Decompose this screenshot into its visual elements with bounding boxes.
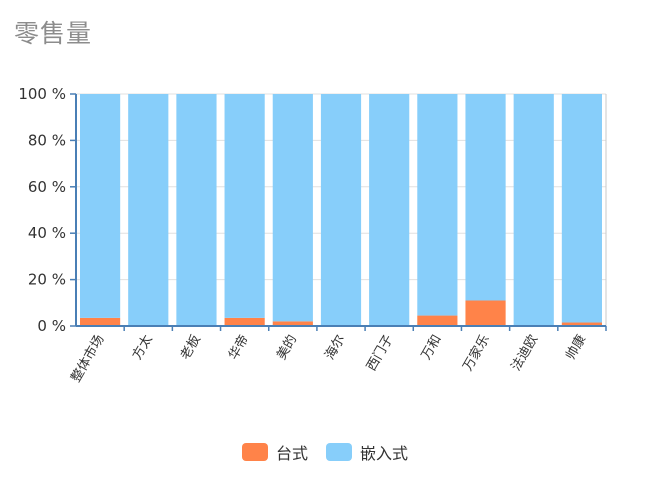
y-tick-label: 60 % bbox=[28, 178, 66, 196]
legend-item-qianrushi[interactable]: 嵌入式 bbox=[326, 440, 408, 464]
x-tick-label: 海尔 bbox=[322, 333, 348, 363]
legend-label-qianrushi: 嵌入式 bbox=[360, 444, 409, 463]
bar-qianrushi[interactable] bbox=[272, 94, 313, 322]
legend: 台式 嵌入式 bbox=[0, 440, 650, 464]
bar-qianrushi[interactable] bbox=[465, 94, 506, 301]
x-tick-label: 整体市场 bbox=[68, 332, 108, 385]
legend-item-taishi[interactable]: 台式 bbox=[241, 440, 308, 464]
bar-qianrushi[interactable] bbox=[80, 94, 121, 318]
x-tick-label: 美的 bbox=[273, 332, 300, 363]
x-tick-label: 西门子 bbox=[364, 333, 396, 374]
legend-swatch-taishi bbox=[241, 443, 268, 461]
x-tick-label: 万家乐 bbox=[460, 332, 493, 374]
bar-qianrushi[interactable] bbox=[417, 94, 458, 316]
stacked-bar-chart: 0 % 20 % 40 % 60 % 80 % 100 % 整体市场 方太 老板 华帝 美的 海尔西… bbox=[18, 85, 607, 385]
bar-taishi[interactable] bbox=[465, 300, 506, 326]
bar-qianrushi[interactable] bbox=[176, 94, 217, 326]
bar-qianrushi[interactable] bbox=[369, 94, 410, 326]
bar-taishi[interactable] bbox=[561, 322, 602, 326]
bar-qianrushi[interactable] bbox=[561, 94, 602, 323]
y-tick-label: 20 % bbox=[28, 271, 66, 289]
x-tick-label: 帅康 bbox=[563, 332, 590, 363]
bar-qianrushi[interactable] bbox=[320, 94, 362, 326]
y-tick-label: 100 % bbox=[18, 85, 66, 103]
x-tick-label: 老板 bbox=[178, 333, 204, 363]
x-tick-label: 方太 bbox=[129, 332, 156, 363]
x-tick-label: 万和 bbox=[419, 333, 445, 363]
bar-taishi[interactable] bbox=[224, 317, 265, 326]
x-tick-label: 华帝 bbox=[225, 332, 252, 363]
y-tick-label: 0 % bbox=[37, 317, 66, 335]
bar-taishi[interactable] bbox=[80, 317, 121, 326]
chart-title: 零售量 bbox=[14, 19, 93, 48]
x-tick-label: 法迪欧 bbox=[509, 333, 541, 374]
bar-taishi[interactable] bbox=[417, 315, 458, 326]
y-tick-label: 40 % bbox=[28, 224, 66, 242]
bar-qianrushi[interactable] bbox=[128, 94, 169, 326]
bar-taishi[interactable] bbox=[272, 321, 313, 326]
y-tick-label: 80 % bbox=[28, 131, 66, 149]
legend-swatch-qianrushi bbox=[326, 443, 352, 461]
bar-qianrushi[interactable] bbox=[513, 94, 554, 326]
bar-qianrushi[interactable] bbox=[224, 94, 265, 318]
legend-label-taishi: 台式 bbox=[275, 444, 308, 463]
